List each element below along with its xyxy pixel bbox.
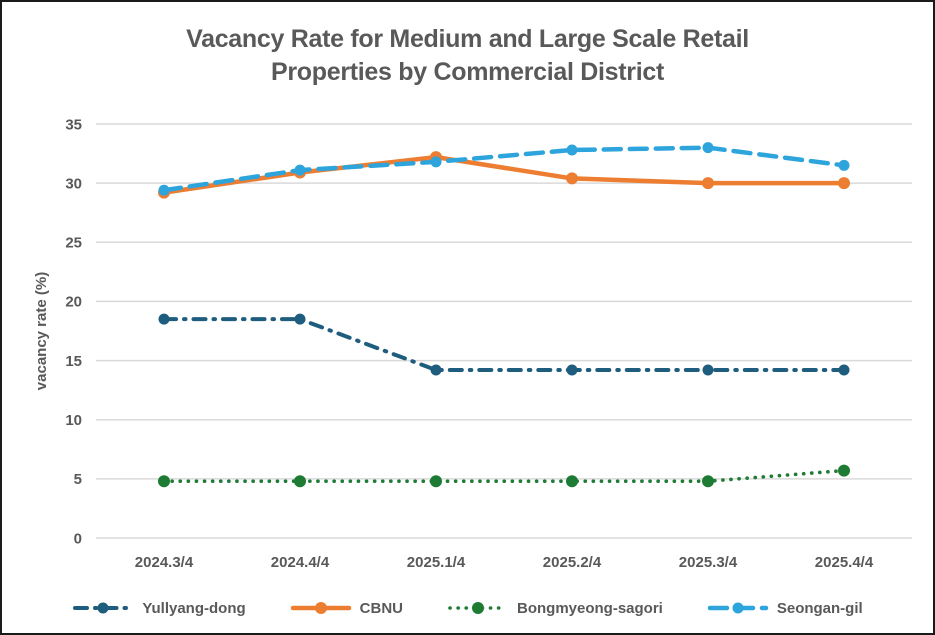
data-point-seongan-gil-1 — [294, 164, 306, 176]
data-point-seongan-gil-2 — [430, 156, 442, 168]
y-axis-title: vacancy rate (%) — [33, 272, 50, 390]
data-point-cbnu-5 — [838, 177, 850, 190]
data-point-yullyang-dong-5 — [838, 364, 850, 376]
legend: Yullyang-dong CBNU Bongmyeong-sagori Seonga… — [2, 595, 933, 621]
x-tick-label: 2024.3/4 — [135, 554, 194, 571]
data-point-bongmyeong-sagori-2 — [430, 475, 442, 488]
legend-label-bongmyeong-sagori: Bongmyeong-sagori — [517, 599, 663, 617]
data-point-bongmyeong-sagori-3 — [566, 475, 578, 488]
y-tick-label: 35 — [65, 116, 82, 133]
x-tick-label: 2025.1/4 — [407, 554, 466, 571]
data-point-bongmyeong-sagori-5 — [838, 464, 850, 477]
x-tick-label: 2025.4/4 — [815, 554, 874, 571]
y-tick-label: 20 — [65, 294, 82, 311]
data-point-yullyang-dong-1 — [294, 313, 306, 325]
y-tick-label: 15 — [65, 353, 82, 370]
data-point-cbnu-3 — [566, 172, 578, 185]
series-line-yullyang-dong — [162, 317, 846, 373]
legend-item-seongan-gil: Seongan-gil — [707, 600, 863, 617]
chart-title-line2: Properties by Commercial District — [270, 58, 665, 86]
y-tick-label: 10 — [65, 412, 82, 429]
data-point-bongmyeong-sagori-1 — [294, 475, 306, 488]
y-tick-label: 30 — [65, 175, 82, 192]
y-tick-label: 5 — [74, 471, 82, 488]
legend-label-yullyang-dong: Yullyang-dong — [142, 599, 246, 617]
legend-label-seongan-gil: Seongan-gil — [776, 599, 863, 617]
chart-title-line1: Vacancy Rate for Medium and Large Scale … — [186, 25, 749, 53]
data-point-yullyang-dong-3 — [566, 364, 578, 376]
legend-item-yullyang-dong: Yullyang-dong — [72, 599, 246, 617]
data-point-seongan-gil-3 — [566, 144, 578, 156]
series-line-seongan-gil — [161, 145, 847, 193]
legend-label-cbnu: CBNU — [359, 599, 403, 617]
chart-title: Vacancy Rate for Medium and Large Scale … — [2, 23, 933, 89]
data-point-yullyang-dong-4 — [702, 364, 714, 376]
x-tick-label: 2025.2/4 — [543, 554, 602, 571]
data-point-seongan-gil-0 — [158, 184, 170, 196]
data-point-yullyang-dong-2 — [430, 364, 442, 376]
series-line-bongmyeong-sagori — [162, 468, 846, 484]
x-tick-label: 2024.4/4 — [271, 554, 330, 571]
data-point-cbnu-4 — [702, 177, 714, 190]
legend-item-bongmyeong-sagori: Bongmyeong-sagori — [447, 600, 663, 617]
y-tick-label: 0 — [74, 530, 82, 547]
data-point-yullyang-dong-0 — [158, 313, 170, 325]
series-line-cbnu — [161, 154, 847, 195]
data-point-seongan-gil-4 — [702, 142, 714, 154]
legend-swatch-cbnu-icon — [290, 602, 351, 614]
y-tick-label: 25 — [65, 235, 82, 252]
x-tick-label: 2025.3/4 — [679, 554, 738, 571]
legend-item-cbnu: CBNU — [290, 600, 403, 617]
legend-swatch-yullyang-dong-icon — [73, 602, 134, 614]
legend-swatch-bongmyeong-sagori-icon — [448, 602, 508, 614]
data-point-bongmyeong-sagori-4 — [702, 475, 714, 488]
legend-swatch-seongan-gil-icon — [707, 602, 769, 614]
data-point-bongmyeong-sagori-0 — [158, 475, 170, 488]
data-point-seongan-gil-5 — [838, 159, 850, 171]
